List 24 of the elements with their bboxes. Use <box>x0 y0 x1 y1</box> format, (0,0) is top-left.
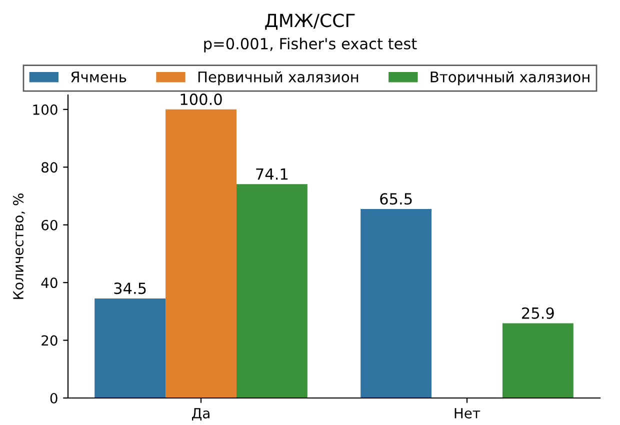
x-tick-label: Да <box>192 408 210 420</box>
data-label: 100.0 <box>180 94 222 106</box>
y-tick-label: 20 <box>42 335 58 346</box>
data-label: 25.9 <box>522 307 554 319</box>
legend-label: Первичный халязион <box>198 71 358 86</box>
bar <box>360 208 432 398</box>
y-tick-label: 40 <box>41 278 58 288</box>
y-tick-label: 100 <box>33 104 58 115</box>
bar <box>502 323 574 398</box>
chart-title: ДМЖ/ССГ <box>265 14 355 30</box>
bar <box>166 109 236 398</box>
legend-label: Вторичный халязион <box>430 71 590 86</box>
data-label: 65.5 <box>380 193 412 205</box>
chart-subtitle: p=0.001, Fisher's exact test <box>204 38 417 52</box>
data-label: 74.1 <box>256 168 288 180</box>
y-axis-title: Количество, % <box>13 194 25 299</box>
y-tick-label: 0 <box>50 392 58 404</box>
y-tick-label: 60 <box>42 220 58 230</box>
legend-label: Ячмень <box>71 72 126 82</box>
data-label: 34.5 <box>114 282 146 294</box>
y-tick-label: 80 <box>42 162 58 173</box>
bar <box>236 184 308 398</box>
bar <box>94 298 166 398</box>
x-tick-label: Нет <box>454 408 480 418</box>
